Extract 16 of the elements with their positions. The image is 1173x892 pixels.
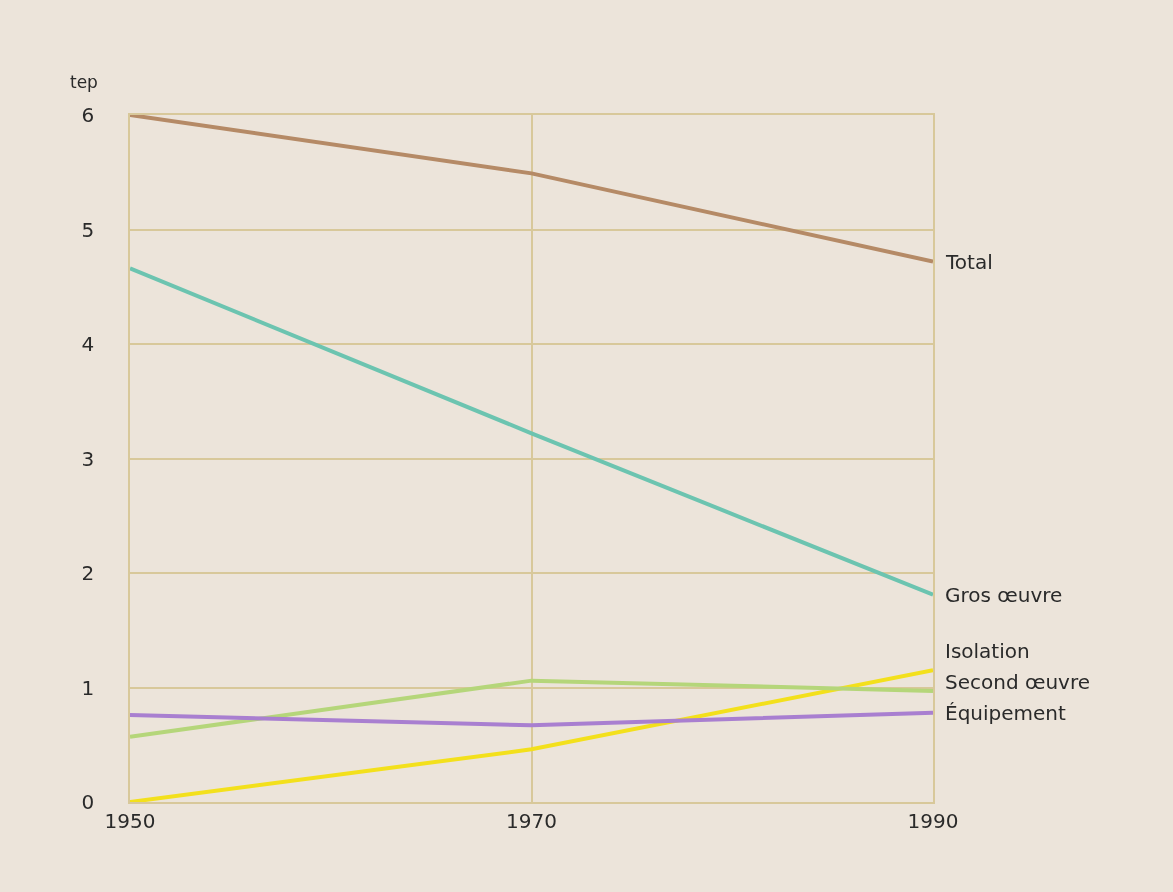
series-label: Équipement [945, 701, 1067, 725]
y-tick-label: 6 [81, 103, 95, 127]
y-tick-label: 2 [81, 561, 95, 585]
series-label: Gros œuvre [945, 583, 1063, 607]
series-label: Second œuvre [945, 670, 1091, 694]
series-label: Total [945, 250, 993, 274]
y-tick-label: 1 [81, 675, 95, 700]
y-tick-label: 3 [81, 446, 95, 471]
x-tick-label: 1970 [506, 808, 557, 833]
x-tick-label: 1990 [907, 808, 959, 833]
series-label: Isolation [945, 639, 1030, 663]
x-tick-label: 1950 [104, 808, 156, 833]
y-tick-label: 0 [81, 790, 95, 814]
y-axis-title: tep [70, 72, 98, 92]
y-tick-label: 5 [81, 217, 95, 242]
y-tick-label: 4 [81, 332, 95, 356]
